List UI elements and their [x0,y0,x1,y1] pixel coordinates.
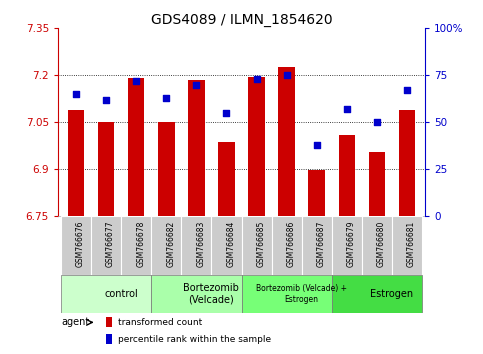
Bar [181,216,212,275]
Bar [369,152,385,216]
Bar [332,216,362,275]
Text: percentile rank within the sample: percentile rank within the sample [118,335,271,344]
Bar [339,135,355,216]
Text: Estrogen: Estrogen [370,289,413,299]
Text: transformed count: transformed count [118,318,202,326]
Bar [302,216,332,275]
Point [72,91,80,97]
Text: GSM766676: GSM766676 [76,221,85,267]
Text: control: control [104,289,138,299]
Bar [278,67,295,216]
Bar [362,216,392,275]
Text: GSM766679: GSM766679 [347,221,356,267]
Bar [61,275,151,313]
Point [313,142,321,147]
Point [253,76,260,82]
Text: GSM766678: GSM766678 [136,221,145,267]
Text: GSM766677: GSM766677 [106,221,115,267]
Bar [212,216,242,275]
Title: GDS4089 / ILMN_1854620: GDS4089 / ILMN_1854620 [151,13,332,27]
Text: Bortezomib (Velcade) +
Estrogen: Bortezomib (Velcade) + Estrogen [256,284,347,304]
Text: GSM766680: GSM766680 [377,221,386,267]
Text: GSM766682: GSM766682 [166,221,175,267]
Bar [242,275,332,313]
Bar [271,216,302,275]
Bar [248,77,265,216]
Text: GSM766687: GSM766687 [317,221,326,267]
Bar [158,122,174,216]
Bar [106,317,112,327]
Bar [128,78,144,216]
Bar [332,275,422,313]
Point [162,95,170,101]
Text: GSM766683: GSM766683 [197,221,205,267]
Bar [151,275,242,313]
Point [403,87,411,93]
Bar [68,109,85,216]
Bar [61,216,91,275]
Point [283,72,290,78]
Bar [218,142,235,216]
Point [373,119,381,125]
Text: GSM766684: GSM766684 [227,221,235,267]
Bar [121,216,151,275]
Text: GSM766685: GSM766685 [256,221,266,267]
Bar [392,216,422,275]
Point [132,78,140,84]
Point [343,106,351,112]
Bar [106,334,112,344]
Text: GSM766681: GSM766681 [407,221,416,267]
Point [223,110,230,115]
Bar [398,109,415,216]
Point [102,97,110,102]
Point [193,82,200,87]
Text: Bortezomib
(Velcade): Bortezomib (Velcade) [184,283,240,305]
Bar [91,216,121,275]
Bar [151,216,181,275]
Text: agent: agent [62,318,90,327]
Bar [242,216,271,275]
Bar [309,170,325,216]
Bar [98,122,114,216]
Text: GSM766686: GSM766686 [286,221,296,267]
Bar [188,80,205,216]
